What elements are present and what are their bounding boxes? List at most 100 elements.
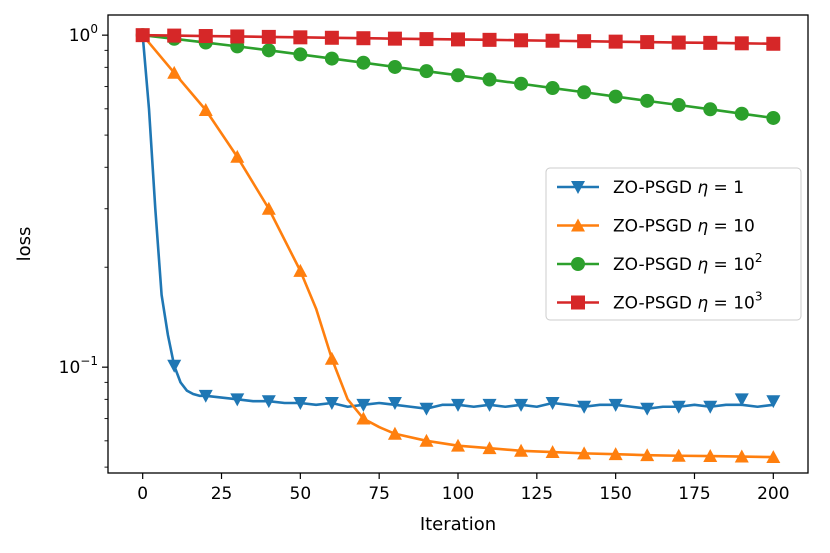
data-point (198, 29, 213, 44)
data-point (387, 59, 402, 74)
data-point (230, 149, 245, 163)
data-point (514, 33, 529, 48)
data-point (293, 397, 308, 410)
data-point (514, 398, 529, 412)
data-point (640, 402, 655, 416)
legend-label-text: ZO-PSGD (613, 217, 697, 237)
legend-label-value: 1 (733, 178, 744, 198)
data-point (167, 65, 182, 79)
x-tick-label: 75 (368, 484, 390, 504)
legend-label-text: ZO-PSGD (613, 294, 697, 314)
data-point (766, 110, 781, 125)
data-point (356, 411, 371, 425)
legend-entry-1: ZO-PSGD η = 1 (557, 178, 744, 198)
legend-marker (571, 218, 585, 232)
plot-area (135, 28, 781, 464)
legend-marker (571, 181, 585, 194)
y-tick-exponent: −1 (80, 354, 98, 368)
data-point (419, 64, 434, 79)
x-tick-label: 150 (599, 484, 631, 504)
legend-label-equals: = (708, 217, 733, 237)
series-4 (135, 28, 781, 51)
data-point (608, 398, 623, 412)
data-point (640, 448, 655, 462)
data-point (324, 351, 339, 365)
data-point (482, 32, 497, 47)
legend-label-equals: = (708, 178, 733, 198)
legend-box (545, 167, 802, 321)
data-point (545, 397, 560, 410)
data-point (324, 30, 339, 45)
legend-label-text: ZO-PSGD (613, 178, 697, 198)
series-1 (135, 29, 781, 416)
data-point (356, 55, 371, 70)
x-tick-label: 50 (290, 484, 312, 504)
data-point (198, 389, 213, 403)
data-point (451, 398, 465, 412)
data-point (387, 397, 402, 410)
data-point (230, 29, 245, 44)
data-point (293, 30, 308, 45)
data-point (387, 31, 402, 46)
data-point (577, 85, 592, 100)
data-point (261, 29, 276, 44)
data-point (766, 36, 781, 51)
legend-label-eta: η (697, 294, 708, 314)
data-point (703, 35, 718, 50)
legend-label-exponent: 2 (755, 251, 763, 265)
data-point (167, 359, 182, 373)
legend-entry-3: ZO-PSGD η = 102 (557, 251, 762, 275)
y-axis-label: loss (14, 227, 35, 262)
legend-label-exponent: 3 (755, 290, 763, 304)
data-point (514, 76, 529, 91)
data-point (324, 51, 339, 66)
data-point (324, 397, 339, 410)
data-point (734, 106, 749, 121)
data-point (671, 448, 686, 462)
data-point (261, 43, 276, 58)
data-point (293, 263, 308, 277)
legend-label-eta: η (697, 255, 708, 275)
series-line (141, 34, 774, 459)
data-point (261, 395, 276, 409)
y-tick-label: 10−1 (59, 354, 98, 378)
legend-marker (571, 295, 585, 310)
y-tick-base: 10 (69, 26, 91, 46)
data-point (671, 98, 686, 113)
data-point (577, 400, 592, 414)
x-tick-label: 125 (521, 484, 553, 504)
x-tick-label: 100 (442, 484, 474, 504)
data-point (766, 395, 781, 409)
data-point (671, 35, 686, 50)
y-tick-label: 100 (69, 22, 98, 46)
data-point (545, 33, 560, 48)
data-point (734, 449, 749, 463)
legend-label: ZO-PSGD η = 103 (613, 290, 762, 314)
data-point (419, 402, 434, 416)
data-point (577, 34, 592, 49)
legend-label-text: ZO-PSGD (613, 255, 697, 275)
data-point (703, 400, 718, 414)
legend-marker (571, 257, 585, 271)
data-point (577, 446, 592, 460)
data-point (734, 36, 749, 51)
data-point (608, 89, 623, 104)
x-axis-label: Iteration (420, 514, 496, 535)
data-point (356, 31, 371, 46)
series-2 (135, 28, 781, 464)
data-point (482, 72, 497, 87)
data-point (734, 393, 749, 407)
legend-label: ZO-PSGD η = 10 (613, 217, 755, 237)
data-point (387, 426, 402, 440)
data-point (451, 438, 465, 452)
x-tick-label: 25 (211, 484, 233, 504)
series-line (141, 35, 774, 410)
legend-label-value: 10 (733, 217, 755, 237)
data-point (545, 445, 560, 459)
data-point (293, 47, 308, 62)
data-point (419, 433, 434, 447)
data-point (482, 441, 497, 455)
data-point (608, 447, 623, 461)
data-point (482, 398, 497, 412)
